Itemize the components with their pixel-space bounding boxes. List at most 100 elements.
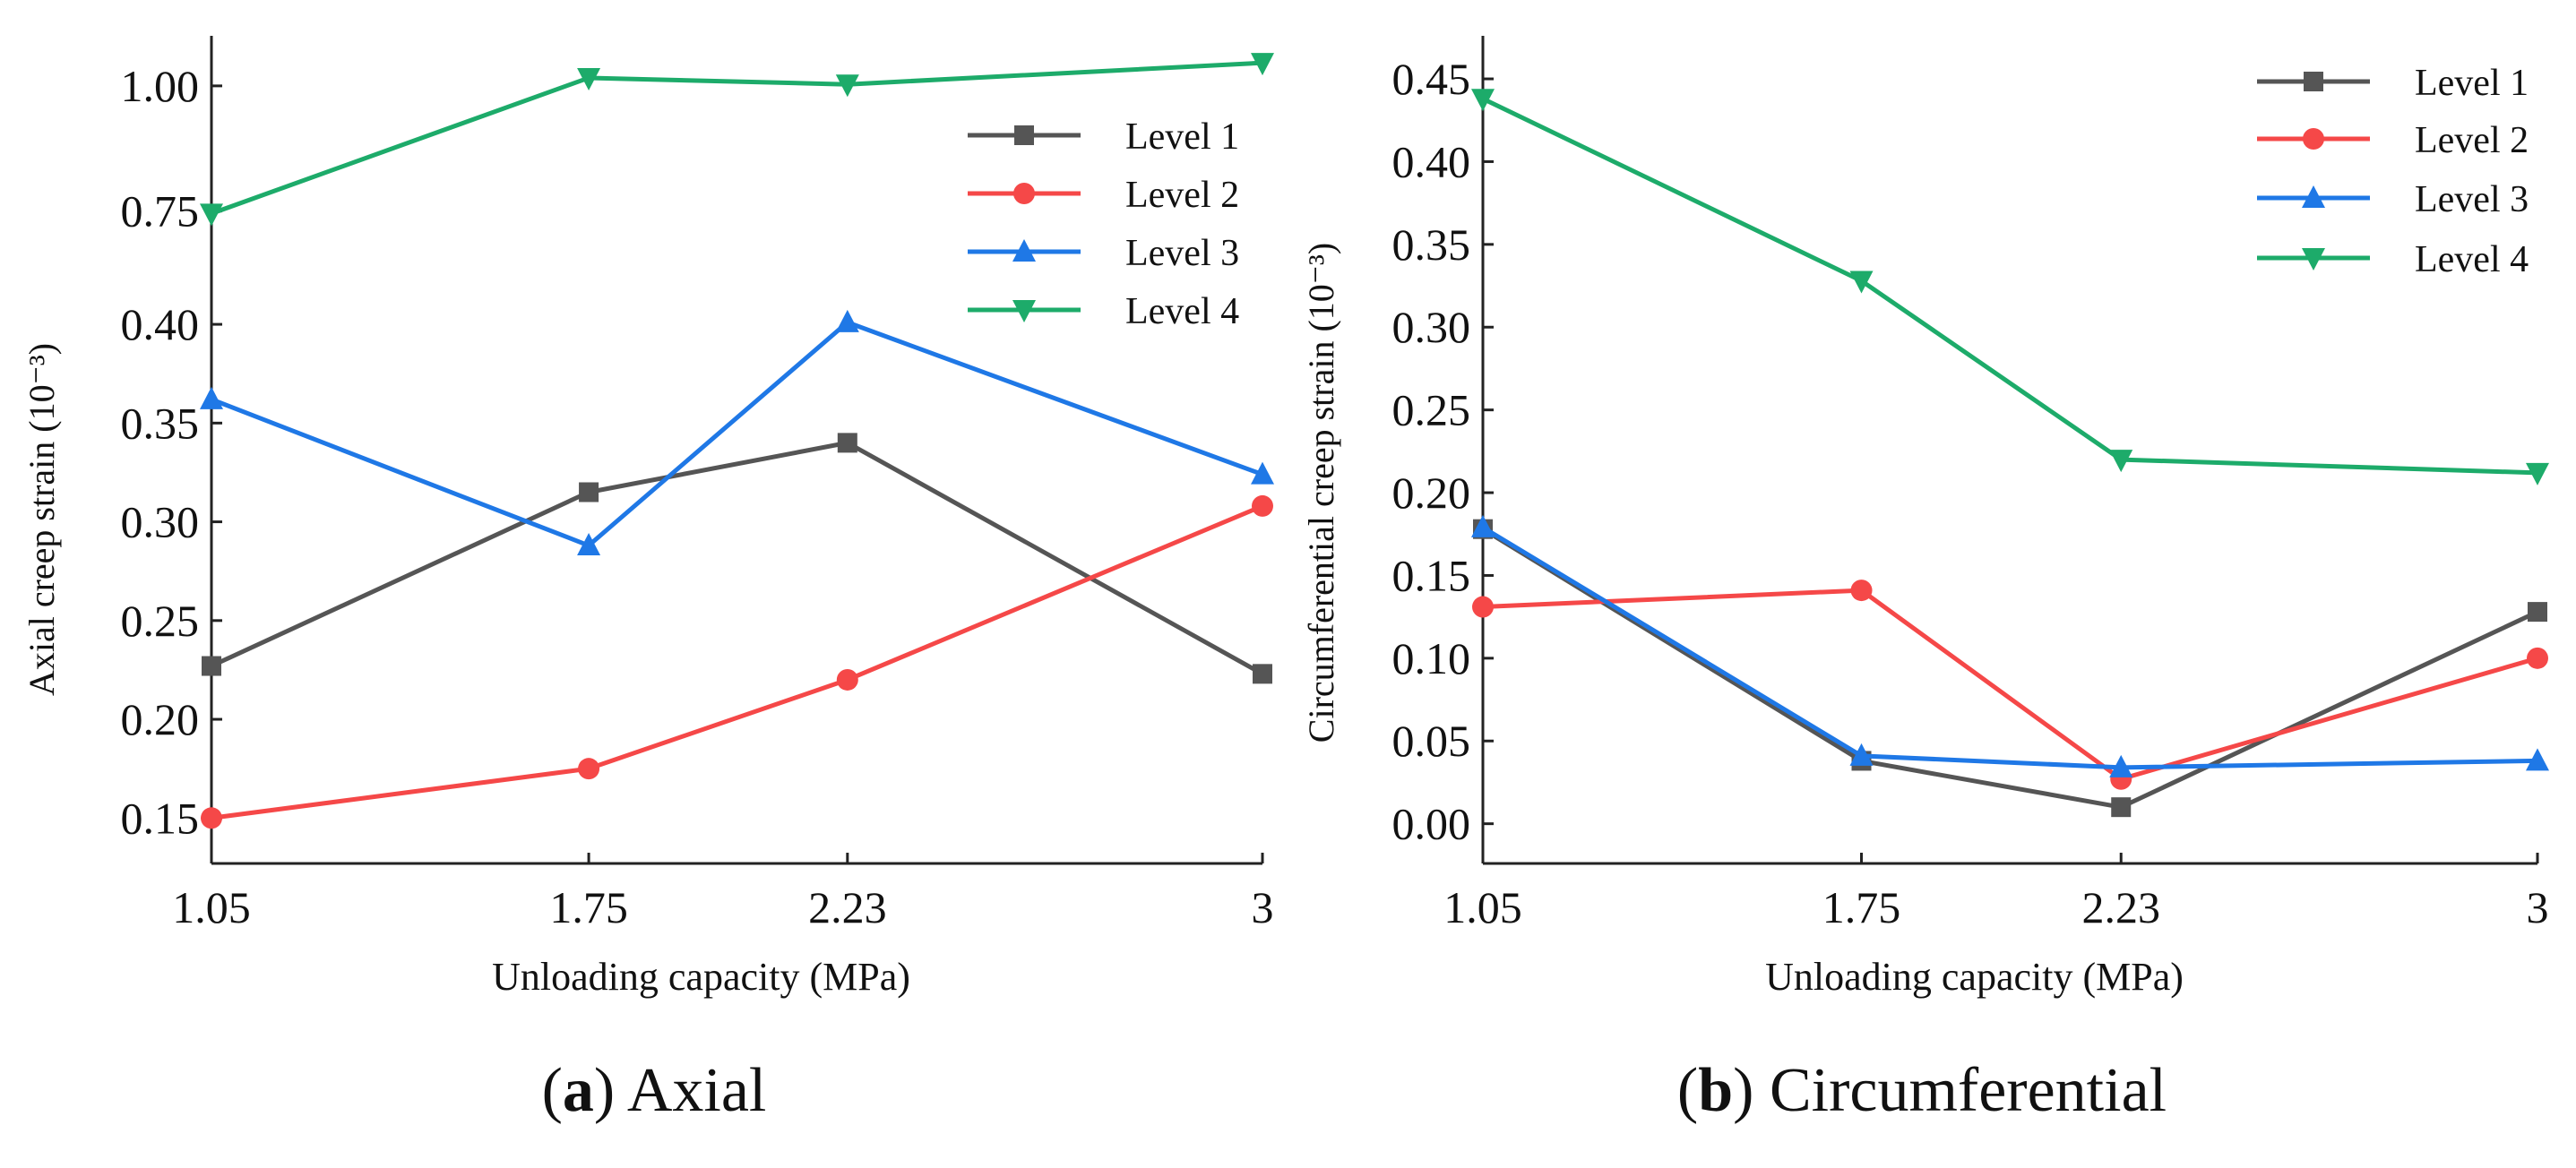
legend-item: Level 2 <box>968 175 1239 216</box>
caption-text: Axial <box>627 1056 767 1125</box>
x-tick-label: 3 <box>1252 882 1274 932</box>
series-line <box>1481 527 2539 810</box>
y-tick-label: 0.00 <box>1392 799 1471 849</box>
data-point <box>2526 462 2549 485</box>
data-point <box>577 67 601 90</box>
legend-marker <box>1014 125 1034 145</box>
chart-b: 1.05 1.75 2.23 3 0.00 0.05 0.10 0.15 0.20 0.25 0.3… <box>1301 36 2549 1125</box>
y-tick-label: 0.30 <box>121 497 200 547</box>
series-line <box>1481 525 2538 770</box>
data-point <box>1471 89 1495 112</box>
data-point <box>2109 450 2133 473</box>
legend-label: Level 4 <box>1125 291 1239 332</box>
data-point <box>1472 596 1494 618</box>
y-tick-label: 0.75 <box>121 186 200 236</box>
series-line <box>211 503 1263 820</box>
y-tick-label: 0.05 <box>1392 716 1471 766</box>
legend-label: Level 2 <box>2415 120 2529 161</box>
legend-label: Level 1 <box>2415 63 2529 104</box>
y-axis-title: Circumferential creep strain (10⁻³) <box>1301 243 1341 743</box>
y-axis-title: Axial creep strain (10⁻³) <box>22 343 62 696</box>
y-tick-label: 0.25 <box>121 596 200 646</box>
series-level-4 <box>1471 89 2549 485</box>
y-tick-label: 0.45 <box>1392 54 1471 104</box>
x-axis-title: Unloading capacity (MPa) <box>492 955 910 999</box>
y-tick-label: 0.20 <box>1392 468 1471 518</box>
y-tick-label: 0.35 <box>121 398 200 448</box>
caption-letter: a <box>563 1056 594 1125</box>
x-tick-label: 2.23 <box>808 882 887 932</box>
x-tick-label: 1.75 <box>549 882 628 932</box>
caption-paren: ) <box>1733 1056 1770 1125</box>
data-point <box>2111 797 2132 818</box>
series-level-1 <box>202 433 1272 684</box>
caption-letter: b <box>1698 1056 1733 1125</box>
data-point <box>1253 664 1272 684</box>
legend-label: Level 1 <box>1125 116 1239 158</box>
series-level-3 <box>1471 514 2549 777</box>
data-point <box>201 807 222 829</box>
caption-paren: ) <box>594 1056 627 1125</box>
legend-item: Level 1 <box>968 116 1239 158</box>
data-point <box>200 386 223 409</box>
y-tick-label: 0.20 <box>121 694 200 744</box>
data-point <box>2528 602 2547 623</box>
legend-marker <box>1012 300 1036 322</box>
legend-item: Level 2 <box>2257 120 2529 161</box>
y-tick-label: 0.35 <box>1392 219 1471 270</box>
panel-caption: (a) Axial <box>542 1056 767 1125</box>
data-point <box>1251 53 1274 76</box>
data-point <box>835 309 859 332</box>
series-level-2 <box>201 494 1273 829</box>
data-point <box>202 656 221 676</box>
data-point <box>1471 514 1495 537</box>
x-tick-label: 1.05 <box>172 882 251 932</box>
data-point <box>835 74 859 98</box>
caption-paren: ( <box>1677 1056 1698 1125</box>
legend-item: Level 4 <box>968 291 1239 332</box>
panel-caption: (b) Circumferential <box>1677 1056 2167 1125</box>
x-axis-title: Unloading capacity (MPa) <box>1765 955 2184 999</box>
legend-marker <box>2302 248 2325 271</box>
legend-item: Level 1 <box>2257 63 2529 104</box>
legend-marker <box>1012 239 1036 262</box>
legend-marker <box>2304 72 2323 91</box>
data-point <box>2109 754 2133 777</box>
data-point <box>577 533 601 556</box>
x-tick-label: 1.05 <box>1443 882 1522 932</box>
y-tick-label: 0.40 <box>121 299 200 349</box>
y-tick-label: 1.00 <box>121 61 200 111</box>
series-level-1 <box>1473 519 2547 818</box>
x-tick-label: 3 <box>2527 882 2549 932</box>
series-line <box>211 320 1263 548</box>
data-point <box>200 203 223 227</box>
data-point <box>579 482 599 502</box>
x-tick-label: 2.23 <box>2081 882 2160 932</box>
legend-label: Level 4 <box>2415 239 2529 280</box>
legend-marker <box>2302 185 2325 208</box>
x-tick-label: 1.75 <box>1822 882 1901 932</box>
data-point <box>837 433 857 453</box>
series-line <box>1481 96 2538 476</box>
series-line <box>210 440 1264 676</box>
data-point <box>836 668 858 691</box>
y-tick-label: 0.15 <box>121 793 200 843</box>
legend-label: Level 2 <box>1125 175 1239 216</box>
series-level-3 <box>200 309 1274 556</box>
legend-item: Level 4 <box>2257 239 2529 280</box>
data-point <box>1251 461 1274 485</box>
caption-paren: ( <box>542 1056 563 1125</box>
legend-marker <box>1013 183 1035 204</box>
y-tick-label: 0.30 <box>1392 302 1471 352</box>
legend-label: Level 3 <box>2415 179 2529 220</box>
legend-item: Level 3 <box>2257 179 2529 220</box>
y-tick-label: 0.15 <box>1392 550 1471 600</box>
data-point <box>578 758 600 780</box>
data-point <box>1850 580 1873 602</box>
data-point <box>1849 271 1874 294</box>
series-line <box>211 60 1263 216</box>
legend-marker <box>2303 128 2324 150</box>
y-tick-label: 0.40 <box>1392 136 1471 186</box>
legend-label: Level 3 <box>1125 233 1239 274</box>
series-level-4 <box>200 53 1274 227</box>
